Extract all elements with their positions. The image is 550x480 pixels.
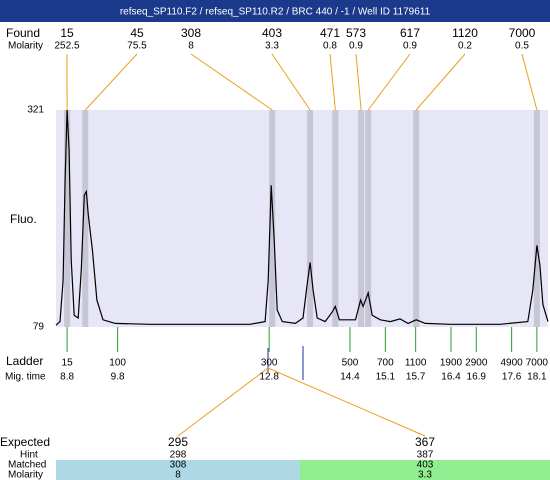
header-bar [0,0,550,22]
found-link [415,53,466,111]
ladder-time: 12.8 [259,372,279,383]
expected-label: Expected [0,435,50,449]
found-molarity: 252.5 [54,41,79,52]
found-molarity: 0.9 [403,41,417,52]
expected-link [267,367,426,437]
found-molarity: 0.9 [349,41,363,52]
molarity-label: Molarity [8,470,43,480]
peak-band [82,110,89,327]
expected-size: 367 [415,435,435,449]
matched-molarity: 3.3 [418,470,432,480]
found-link [521,53,538,111]
found-molarity: 8 [188,41,194,52]
y-axis-label: Fluo. [10,212,37,226]
ladder-size: 1100 [405,358,427,369]
found-molarity: 75.5 [127,41,147,52]
matched-size: 403 [417,460,434,471]
found-size: 308 [181,26,201,40]
matched-cell [300,460,550,480]
plot-area [56,110,548,327]
ladder-label: Ladder [6,354,43,368]
ladder-time: 16.4 [441,372,461,383]
peak-band [307,110,314,327]
hint-size: 298 [170,450,187,461]
found-size: 403 [262,26,282,40]
found-link [355,53,362,111]
ladder-size: 100 [109,358,126,369]
ladder-size: 700 [377,358,394,369]
matched-molarity: 8 [175,470,181,480]
molarity-label: Molarity [8,41,43,52]
matched-label: Matched [8,460,46,471]
ladder-time: 9.8 [111,372,125,383]
hint-label: Hint [20,450,38,461]
ladder-time: 17.6 [502,372,522,383]
mig-time-label: Mig. time [5,372,46,383]
peak-band [413,110,420,327]
peak-band [269,110,276,327]
ladder-time: 15.7 [406,372,426,383]
found-molarity: 0.8 [323,41,337,52]
matched-cell [56,460,300,480]
found-size: 617 [400,26,420,40]
trace [55,109,549,326]
ladder-time: 18.1 [527,372,547,383]
peak-band [365,110,372,327]
peak-band [332,110,339,327]
found-molarity: 0.2 [458,41,472,52]
peak-band [358,110,365,327]
expected-link [177,367,269,437]
header-title: refseq_SP110.F2 / refseq_SP110.R2 / BRC … [120,7,431,18]
found-link [271,53,311,111]
ladder-time: 16.9 [467,372,487,383]
ladder-time: 14.4 [340,372,360,383]
found-size: 471 [320,26,340,40]
ladder-size: 15 [62,358,74,369]
found-link [84,53,138,111]
ladder-size: 2900 [465,358,488,369]
ladder-size: 4900 [501,358,524,369]
found-link [329,53,336,111]
found-molarity: 3.3 [265,41,279,52]
ladder-size: 1900 [440,358,463,369]
found-size: 7000 [509,26,536,40]
ladder-size: 7000 [526,358,549,369]
found-size: 573 [346,26,366,40]
y-tick-label: 79 [33,322,45,333]
peak-band [533,110,540,327]
found-molarity: 0.5 [515,41,529,52]
ladder-size: 300 [261,358,278,369]
y-tick-label: 321 [27,105,44,116]
found-size: 1120 [452,26,478,40]
matched-size: 308 [170,460,187,471]
ladder-time: 8.8 [60,372,74,383]
ladder-size: 500 [342,358,359,369]
peak-band [64,110,71,327]
found-size: 45 [130,26,144,40]
found-link [190,53,273,111]
found-label: Found [6,26,40,40]
found-link [367,53,411,111]
ladder-time: 15.1 [376,372,396,383]
expected-size: 295 [168,435,188,449]
hint-size: 387 [417,450,434,461]
found-size: 15 [60,26,74,40]
